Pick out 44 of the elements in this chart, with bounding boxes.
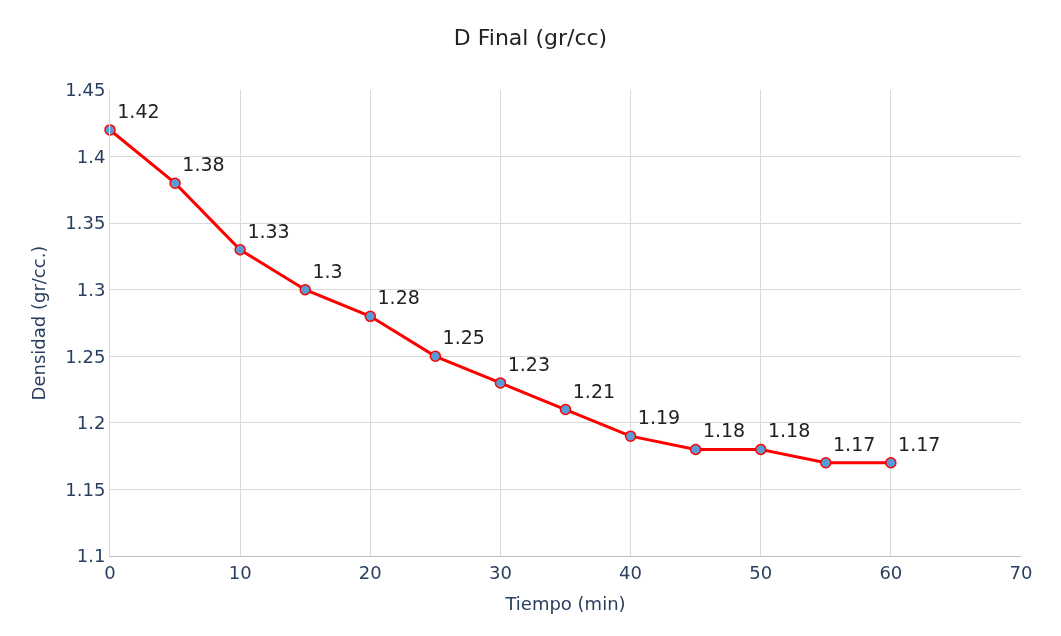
point: [364, 310, 377, 323]
y-tick-label: 1.4: [76, 145, 106, 167]
y-tick-label: 1.35: [65, 212, 106, 234]
data-label: 1.18: [702, 419, 746, 442]
data-label: 1.18: [767, 419, 811, 442]
y-tick-label: 1.25: [65, 345, 106, 367]
y-axis-title: Densidad (gr/cc.): [27, 245, 49, 401]
x-tick-label: 30: [488, 561, 512, 583]
point: [299, 283, 311, 296]
x-tick-label: 50: [749, 561, 773, 583]
point: [754, 443, 767, 456]
y-tick-label: 1.1: [76, 545, 106, 567]
point: [885, 457, 897, 469]
y-tick-label: 1.45: [65, 79, 106, 101]
point: [559, 403, 572, 416]
x-axis-title: Tiempo (min): [504, 592, 626, 614]
point: [689, 443, 702, 456]
data-label: 1.23: [507, 352, 550, 375]
point: [624, 430, 637, 442]
data-label: 1.17: [833, 432, 876, 455]
x-tick-label: 20: [358, 561, 382, 583]
data-label: 1.38: [182, 153, 225, 176]
x-tick-label: 0: [104, 561, 116, 583]
x-tick-label: 70: [1009, 561, 1033, 583]
data-label: 1.17: [898, 432, 941, 455]
point: [429, 350, 442, 363]
point: [494, 377, 507, 389]
x-tick-label: 60: [879, 561, 903, 583]
point: [169, 177, 181, 189]
data-label: 1.21: [572, 379, 616, 402]
point: [820, 457, 832, 469]
x-tick-label: 10: [228, 561, 252, 583]
x-tick-label: 40: [619, 561, 643, 583]
data-label: 1.19: [637, 406, 681, 429]
point: [234, 244, 246, 256]
y-tick-label: 1.15: [65, 478, 106, 500]
data-label: 1.42: [117, 99, 160, 122]
data-label: 1.28: [377, 286, 420, 309]
y-tick-label: 1.3: [76, 279, 106, 301]
chart-title: D Final (gr/cc): [453, 25, 608, 50]
data-label: 1.33: [247, 219, 290, 242]
y-tick-label: 1.2: [76, 412, 106, 434]
data-label: 1.25: [442, 326, 485, 349]
data-label: 1.3: [312, 259, 343, 282]
